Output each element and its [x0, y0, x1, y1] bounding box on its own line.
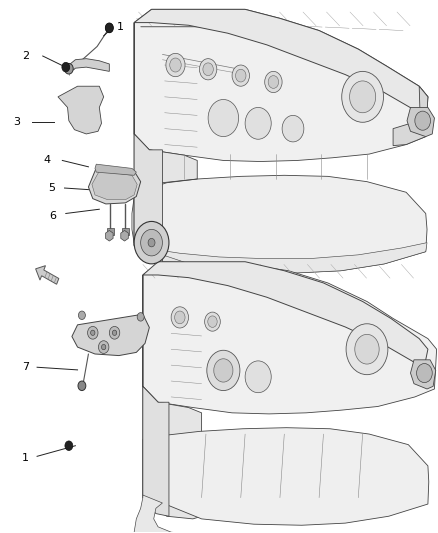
Polygon shape [407, 108, 434, 136]
Circle shape [106, 23, 113, 33]
Circle shape [236, 69, 246, 82]
Polygon shape [35, 265, 59, 284]
Circle shape [245, 108, 271, 139]
Circle shape [199, 59, 217, 80]
Circle shape [62, 62, 70, 72]
Polygon shape [92, 171, 137, 200]
Circle shape [282, 115, 304, 142]
Polygon shape [134, 10, 428, 161]
Circle shape [214, 359, 233, 382]
Circle shape [170, 58, 181, 72]
Circle shape [415, 111, 431, 130]
Polygon shape [143, 262, 437, 414]
Circle shape [141, 229, 162, 256]
Circle shape [102, 344, 106, 350]
Circle shape [350, 81, 376, 113]
Polygon shape [134, 134, 197, 266]
Polygon shape [134, 10, 428, 113]
Polygon shape [410, 360, 436, 389]
Polygon shape [143, 427, 429, 525]
Polygon shape [143, 262, 428, 365]
Circle shape [355, 334, 379, 364]
Polygon shape [95, 164, 136, 175]
Circle shape [268, 76, 279, 88]
Circle shape [417, 364, 432, 383]
Circle shape [265, 71, 282, 93]
Text: 1: 1 [117, 22, 124, 32]
Circle shape [175, 311, 185, 324]
Circle shape [208, 100, 239, 136]
Polygon shape [69, 59, 110, 72]
Circle shape [171, 307, 188, 328]
Circle shape [166, 53, 185, 77]
Circle shape [113, 330, 117, 335]
Circle shape [232, 65, 250, 86]
Circle shape [207, 350, 240, 391]
Polygon shape [134, 243, 427, 273]
Polygon shape [134, 175, 427, 273]
Polygon shape [72, 314, 149, 356]
Circle shape [208, 316, 217, 327]
Circle shape [245, 361, 271, 393]
Polygon shape [88, 166, 141, 204]
Circle shape [110, 326, 120, 339]
Polygon shape [143, 386, 201, 519]
Circle shape [106, 23, 113, 33]
Polygon shape [393, 86, 428, 146]
Circle shape [91, 330, 95, 335]
Polygon shape [134, 495, 319, 533]
Text: 6: 6 [49, 211, 56, 221]
Text: 4: 4 [43, 156, 51, 165]
Circle shape [148, 238, 155, 247]
Polygon shape [134, 22, 162, 264]
Polygon shape [143, 275, 169, 516]
Text: 5: 5 [48, 183, 55, 193]
Circle shape [205, 312, 220, 331]
Circle shape [64, 63, 73, 74]
Circle shape [346, 324, 388, 375]
Text: 3: 3 [13, 117, 20, 127]
Circle shape [137, 313, 144, 321]
Text: 2: 2 [22, 51, 29, 61]
Circle shape [78, 311, 85, 319]
Text: 1: 1 [22, 454, 29, 463]
Polygon shape [121, 230, 128, 241]
Circle shape [203, 63, 213, 76]
Circle shape [88, 326, 98, 339]
Circle shape [78, 381, 86, 391]
Polygon shape [58, 86, 104, 134]
Polygon shape [106, 230, 113, 241]
Polygon shape [107, 228, 114, 235]
Polygon shape [122, 228, 129, 235]
Circle shape [342, 71, 384, 122]
Circle shape [134, 221, 169, 264]
Text: 7: 7 [22, 362, 29, 372]
Circle shape [99, 341, 109, 353]
Circle shape [65, 441, 73, 450]
